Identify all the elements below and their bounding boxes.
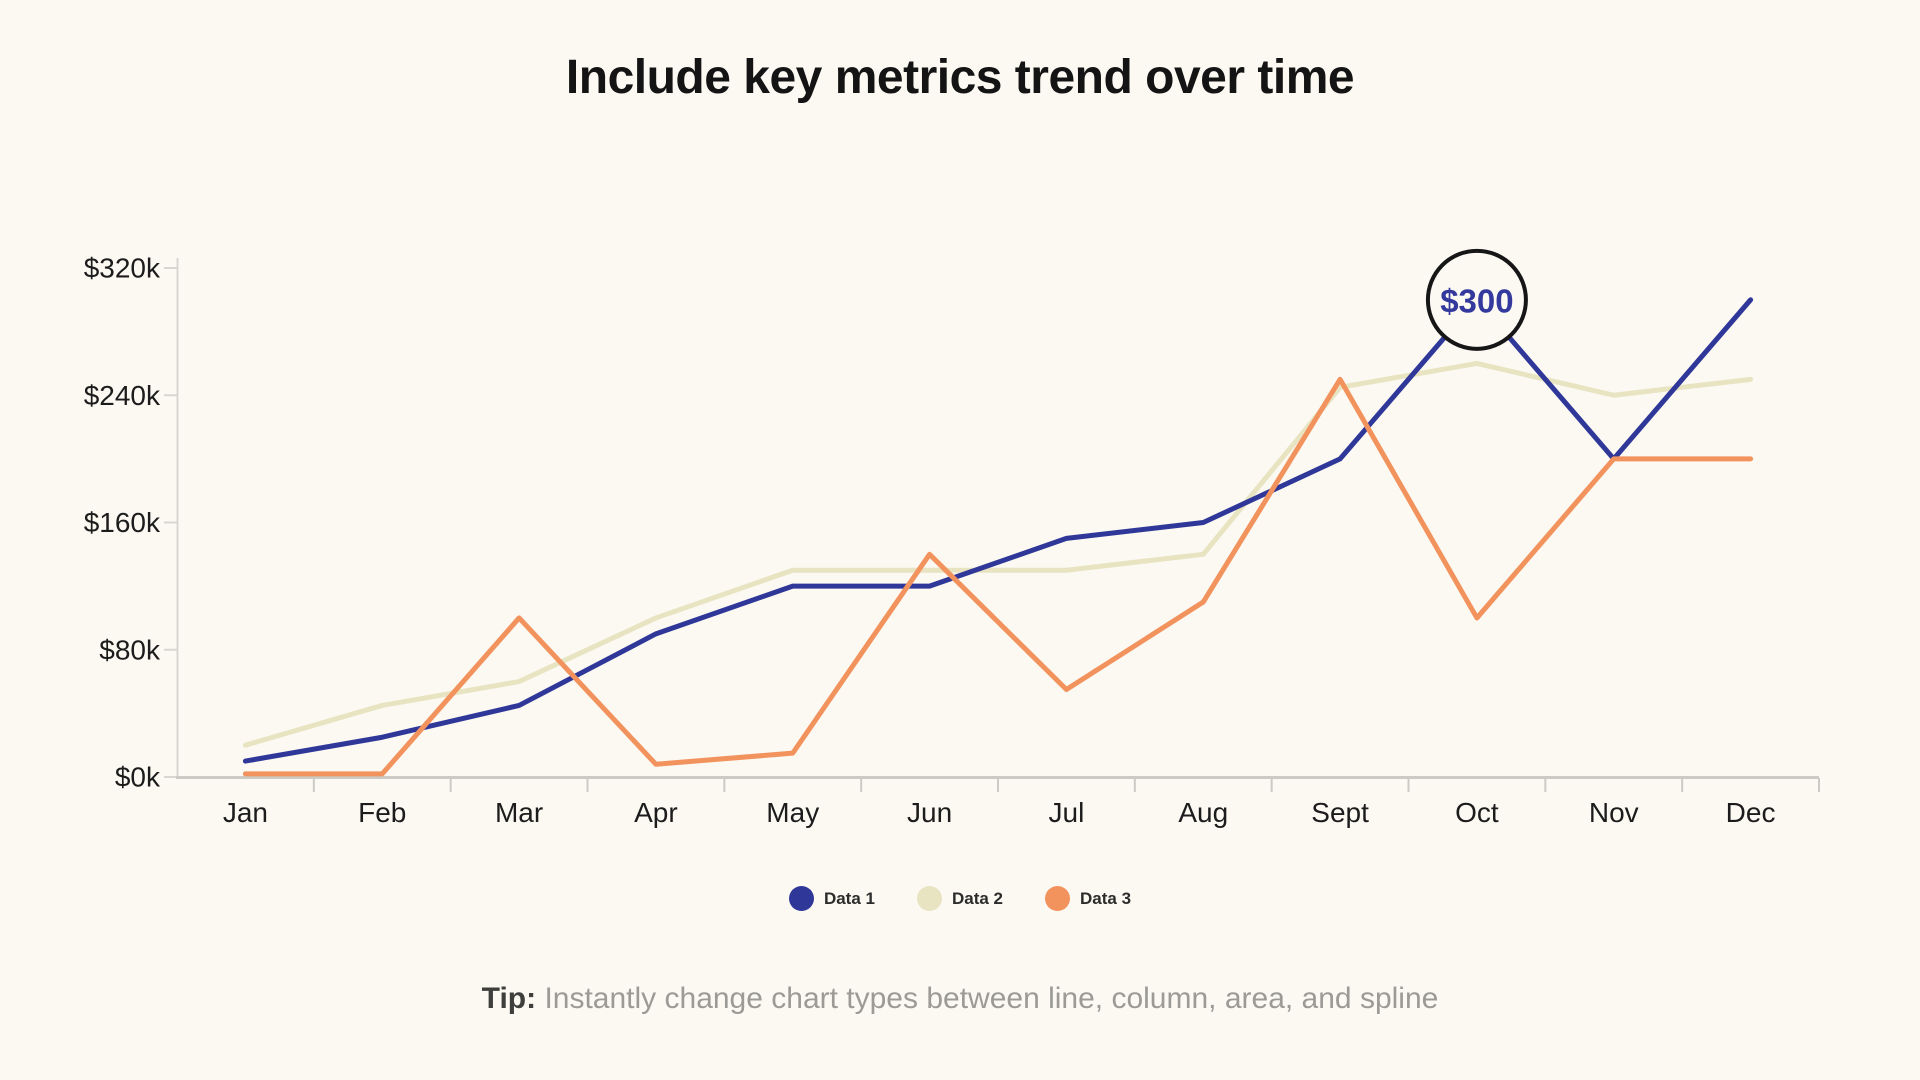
chart-legend: Data 1 Data 2 Data 3	[0, 886, 1920, 911]
series-line-data-3	[242, 376, 1754, 777]
legend-label: Data 2	[951, 888, 1004, 908]
tip-text: Tip: Instantly change chart types betwee…	[0, 982, 1920, 1016]
y-tick-label: $320k	[84, 253, 161, 284]
x-tick-label-may: May	[766, 797, 819, 828]
x-tick-label-sept: Sept	[1311, 797, 1369, 828]
legend-item-data-1[interactable]: Data 1	[788, 886, 875, 911]
legend-label: Data 3	[1080, 888, 1132, 908]
x-tick-label-oct: Oct	[1455, 797, 1499, 828]
annotation-label: $300	[1440, 282, 1513, 319]
x-tick-label-dec: Dec	[1726, 797, 1776, 828]
x-tick-label-jul: Jul	[1049, 797, 1085, 828]
legend-item-data-3[interactable]: Data 3	[1045, 886, 1131, 911]
x-tick-label-jun: Jun	[907, 797, 952, 828]
legend-dot-icon	[916, 886, 942, 911]
x-tick-label-feb: Feb	[358, 797, 406, 828]
y-tick-label: $160k	[84, 507, 161, 538]
tip-label: Tip:	[481, 982, 537, 1015]
x-tick-label-apr: Apr	[634, 797, 678, 828]
series-line-data-2	[242, 360, 1754, 748]
x-tick-label-jan: Jan	[223, 797, 268, 828]
legend-item-data-2[interactable]: Data 2	[916, 886, 1004, 911]
y-tick-label: $240k	[84, 380, 161, 411]
tip-body: Instantly change chart types between lin…	[536, 982, 1439, 1015]
annotation-circle	[1425, 248, 1528, 351]
legend-label: Data 1	[823, 888, 875, 908]
legend-dot-icon	[788, 886, 814, 911]
y-tick-label: $80k	[99, 634, 161, 665]
chart-title: Include key metrics trend over time	[565, 51, 1355, 104]
x-tick-label-nov: Nov	[1589, 797, 1639, 828]
y-tick-label: $0k	[115, 762, 161, 793]
legend-dot-icon	[1045, 886, 1071, 911]
x-tick-label-mar: Mar	[495, 797, 543, 828]
x-tick-label-aug: Aug	[1178, 797, 1228, 828]
